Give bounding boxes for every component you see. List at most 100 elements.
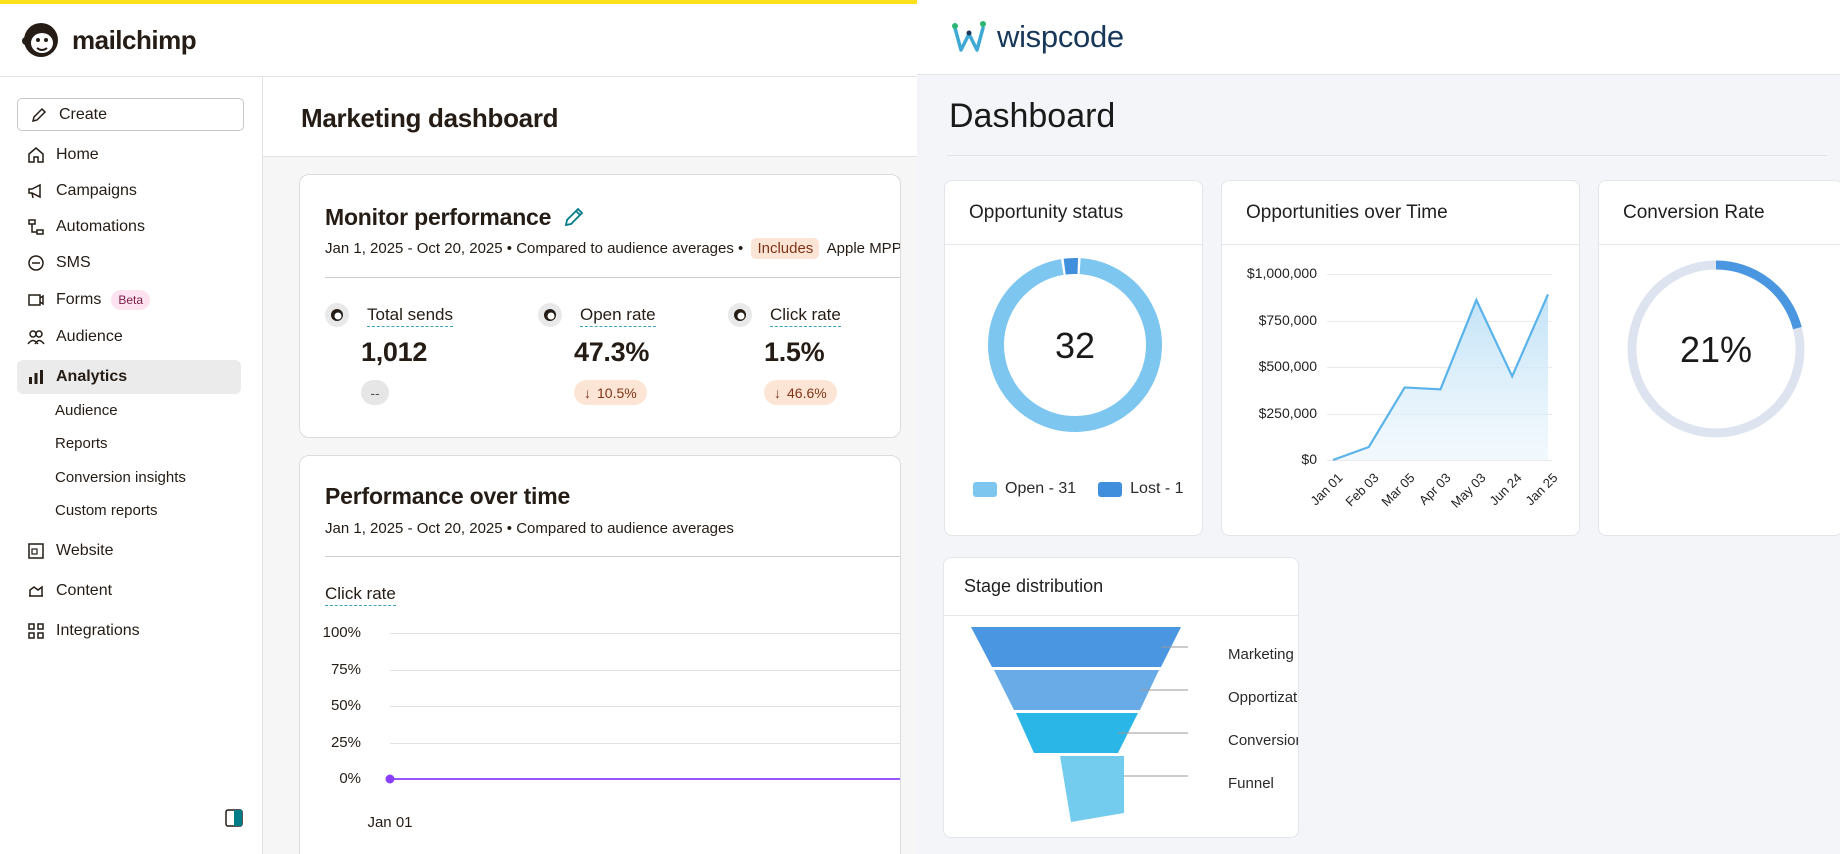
- card-title: Performance over time: [325, 483, 571, 509]
- legend-swatch-open: [973, 481, 997, 497]
- subnav-conversion-insights[interactable]: Conversion insights: [55, 469, 186, 486]
- card-title: Monitor performance: [325, 204, 585, 231]
- grid-line: [1327, 460, 1552, 461]
- area-fill: [1333, 294, 1548, 460]
- sidebar-item-campaigns[interactable]: Campaigns: [17, 174, 241, 208]
- page-title: Dashboard: [949, 97, 1116, 135]
- funnel-label: Conversion: [1228, 732, 1299, 749]
- pencil-icon: [31, 107, 47, 122]
- form-icon: [26, 290, 46, 310]
- opportunity-donut-chart: 32: [988, 258, 1162, 432]
- grid-icon: [26, 621, 46, 641]
- sms-icon: [26, 253, 46, 273]
- metric-label[interactable]: Open rate: [580, 305, 656, 327]
- wispcode-app: wispcode Dashboard Opportunity status 32…: [917, 0, 1840, 854]
- conversion-rate-card: Conversion Rate 21%: [1598, 180, 1840, 536]
- content-icon: [26, 581, 46, 601]
- sidebar-item-content[interactable]: Content: [17, 574, 241, 608]
- grid-line: [1327, 274, 1552, 275]
- brand-name: mailchimp: [72, 24, 197, 55]
- grid-line: [390, 669, 900, 671]
- legend-label-lost: Lost - 1: [1130, 480, 1184, 497]
- website-icon: [26, 541, 46, 561]
- sidebar-item-label: Forms: [56, 291, 102, 308]
- metric-delta-badge: ↓ 10.5%: [574, 380, 647, 405]
- page-title: Marketing dashboard: [301, 103, 559, 133]
- sidebar: Create Home Campaigns Automations SMS Fo…: [0, 77, 263, 854]
- metric-delta-value: 10.5%: [597, 384, 637, 401]
- data-point[interactable]: [385, 774, 395, 784]
- sidebar-item-website[interactable]: Website: [17, 534, 241, 568]
- card-title: Conversion Rate: [1599, 181, 1840, 245]
- arrow-down-icon: ↓: [774, 384, 781, 401]
- sidebar-collapse-icon[interactable]: [225, 809, 243, 827]
- sidebar-item-integrations[interactable]: Integrations: [17, 614, 241, 648]
- funnel-chart: [971, 627, 1188, 822]
- create-label: Create: [59, 105, 108, 123]
- monitor-title: Monitor performance: [325, 204, 552, 230]
- monitor-performance-card: Monitor performance Jan 1, 2025 - Oct 20…: [299, 174, 901, 438]
- freddie-icon: [728, 303, 752, 327]
- subnav-reports[interactable]: Reports: [55, 435, 108, 452]
- metric-label[interactable]: Total sends: [367, 305, 453, 327]
- area-series: [1332, 294, 1550, 462]
- y-tick-label: $1,000,000: [1246, 265, 1317, 281]
- y-tick-label: 25%: [330, 733, 361, 751]
- sidebar-item-sms[interactable]: SMS: [17, 246, 241, 280]
- sidebar-item-audience[interactable]: Audience: [17, 320, 241, 354]
- freddie-icon: [538, 303, 562, 327]
- subnav-custom-reports[interactable]: Custom reports: [55, 502, 158, 519]
- metric-value: 1,012: [361, 337, 428, 367]
- funnel-stage-funnel[interactable]: [1060, 756, 1124, 822]
- grid-line: [390, 742, 900, 744]
- subtitle-date-range: Jan 1, 2025 - Oct 20, 2025 • Compared to…: [325, 240, 744, 257]
- includes-badge: Includes: [751, 238, 820, 259]
- metric-label[interactable]: Click rate: [770, 305, 841, 327]
- legend-swatch-lost: [1098, 481, 1123, 497]
- sidebar-item-label: Analytics: [56, 368, 128, 385]
- sidebar-item-automations[interactable]: Automations: [17, 210, 241, 244]
- grid-line: [1327, 367, 1552, 368]
- wispcode-logo-icon[interactable]: [949, 20, 989, 54]
- mailchimp-header: mailchimp: [0, 4, 917, 77]
- card-subtitle: Jan 1, 2025 - Oct 20, 2025 • Compared to…: [325, 520, 734, 537]
- home-icon: [26, 145, 46, 165]
- sidebar-item-home[interactable]: Home: [17, 138, 241, 172]
- donut-slice-open[interactable]: [988, 258, 1162, 432]
- funnel-label: Marketing Pipeline: [1228, 646, 1298, 663]
- sidebar-item-label: Automations: [56, 218, 145, 235]
- subnav-audience[interactable]: Audience: [55, 402, 118, 419]
- funnel-stage-conversion[interactable]: [1016, 713, 1138, 753]
- ring-progress-arc[interactable]: [1715, 260, 1802, 330]
- metric-value: 47.3%: [574, 337, 650, 367]
- sidebar-item-analytics[interactable]: Analytics: [17, 360, 241, 394]
- megaphone-icon: [26, 181, 46, 201]
- grid-line: [390, 706, 900, 707]
- donut-slice-lost[interactable]: [1063, 258, 1079, 275]
- sidebar-item-forms[interactable]: Forms Beta: [17, 283, 241, 317]
- y-tick-label: $0: [1301, 451, 1317, 467]
- freddie-logo-icon[interactable]: [20, 19, 62, 61]
- funnel-stage-marketing-pipeline[interactable]: [971, 627, 1181, 667]
- sidebar-item-label: Content: [56, 582, 113, 599]
- divider: [325, 277, 900, 278]
- chart-legend: Open - 31 Lost - 1: [973, 480, 1184, 498]
- funnel-stage-opportization[interactable]: [994, 670, 1159, 710]
- wispcode-header: wispcode: [917, 0, 1840, 75]
- metric-value: 1.5%: [764, 337, 825, 367]
- chart-metric-label[interactable]: Click rate: [325, 584, 396, 606]
- brand-name: wispcode: [997, 19, 1124, 54]
- apple-mpp-text: Apple MPP: [826, 240, 901, 257]
- opportunity-status-card: Opportunity status 32 Open - 31 Lost - 1: [944, 180, 1203, 536]
- sidebar-item-label: SMS: [56, 254, 91, 271]
- mailchimp-app: mailchimp Create Home Campaigns Automati…: [0, 0, 917, 854]
- sidebar-item-label: Integrations: [56, 622, 140, 639]
- metric-delta-value: 46.6%: [787, 384, 827, 401]
- edit-pencil-icon[interactable]: [563, 206, 585, 228]
- opportunities-over-time-card: Opportunities over Time $1,000,000 $750,0…: [1221, 180, 1580, 536]
- y-tick-label: $500,000: [1258, 358, 1317, 374]
- card-title: Opportunity status: [945, 181, 1202, 245]
- create-button[interactable]: Create: [17, 98, 244, 131]
- sidebar-item-label: Home: [56, 146, 99, 163]
- beta-badge: Beta: [111, 290, 151, 310]
